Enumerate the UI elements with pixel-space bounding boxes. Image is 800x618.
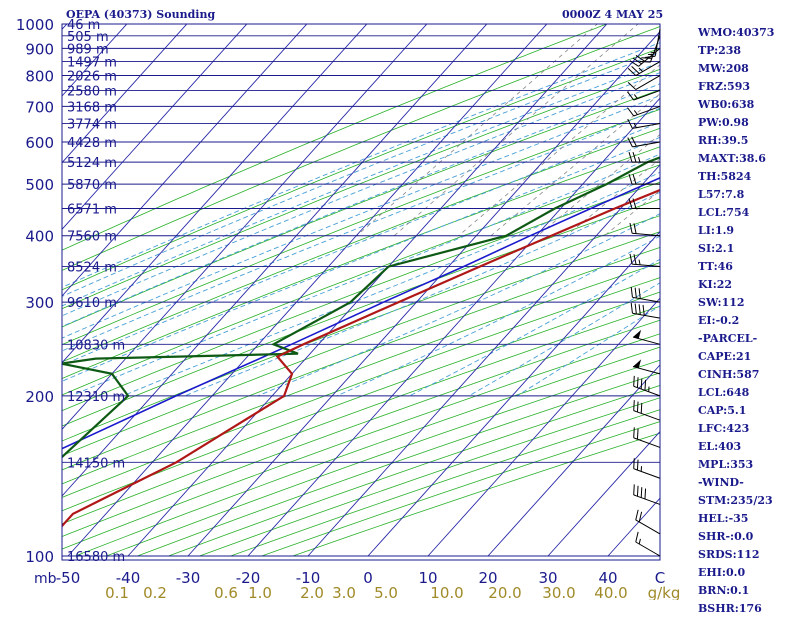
- pressure-tick-label: 600: [25, 134, 54, 152]
- mixing-ratio-tick-label: 0.6: [214, 584, 238, 600]
- index-item: PW:0.98: [698, 114, 798, 132]
- mixing-ratio-tick-label: 10.0: [430, 584, 463, 600]
- pressure-tick-label: 100: [25, 548, 54, 566]
- pressure-tick-label: 300: [25, 294, 54, 312]
- pressure-tick-label: 900: [25, 40, 54, 58]
- isotherm: [0, 13, 17, 556]
- mixing-ratio-tick-label: 0.1: [105, 584, 129, 600]
- height-label: 8524 m: [67, 261, 117, 276]
- temperature-tick-label: 0: [363, 569, 373, 587]
- height-label: 4428 m: [67, 136, 117, 151]
- temperature-tick-label: -30: [176, 569, 201, 587]
- station-title: OEPA (40373) Sounding: [66, 8, 215, 21]
- mixing-ratio-tick-label: 3.0: [332, 584, 356, 600]
- barb-flag: [634, 458, 635, 468]
- pressure-unit-label: mb: [34, 571, 57, 587]
- index-item: SW:112: [698, 294, 798, 312]
- height-label: 14150 m: [67, 456, 125, 471]
- barb-flag: [645, 380, 646, 390]
- index-item: MPL:353: [698, 456, 798, 474]
- barb-flag: [634, 484, 635, 494]
- index-item: SI:2.1: [698, 240, 798, 258]
- pressure-tick-label: 200: [25, 388, 54, 406]
- index-item: MAXT:38.6: [698, 150, 798, 168]
- height-label: 12310 m: [67, 390, 125, 405]
- index-item: HEL:-35: [698, 510, 798, 528]
- index-item: RH:39.5: [698, 132, 798, 150]
- height-label: 2026 m: [67, 70, 117, 85]
- height-label: 3774 m: [67, 118, 117, 133]
- mixing-ratio-tick-label: 2.0: [300, 584, 324, 600]
- height-label: 1497 m: [67, 56, 117, 71]
- index-item: BSHR:176: [698, 600, 798, 618]
- index-item: CINH:587: [698, 366, 798, 384]
- barb-flag: [641, 58, 651, 59]
- valid-time: 0000Z 4 MAY 25: [562, 8, 663, 21]
- index-item: CAP:5.1: [698, 402, 798, 420]
- pressure-tick-label: 500: [25, 176, 54, 194]
- index-item: L57:7.8: [698, 186, 798, 204]
- index-item: -PARCEL-: [698, 330, 798, 348]
- index-item: LI:1.9: [698, 222, 798, 240]
- height-label: 7560 m: [67, 230, 117, 245]
- barb-flag: [637, 460, 638, 470]
- barb-flag: [645, 489, 646, 499]
- barb-half-flag: [651, 52, 656, 53]
- barb-flag: [641, 403, 642, 413]
- index-item: TP:238: [698, 42, 798, 60]
- pressure-axis-labels: 100 200 300 400 500 600 700 800 900 1000: [16, 16, 54, 566]
- index-item: BRN:0.1: [698, 582, 798, 600]
- index-item: LCL:648: [698, 384, 798, 402]
- pressure-tick-label: 400: [25, 228, 54, 246]
- index-item: TH:5824: [698, 168, 798, 186]
- index-item: -WIND-: [698, 474, 798, 492]
- height-label: 9610 m: [67, 296, 117, 311]
- pressure-tick-label: 800: [25, 68, 54, 86]
- index-item: WB0:638: [698, 96, 798, 114]
- height-label: 5124 m: [67, 156, 117, 171]
- barb-flag: [637, 429, 638, 439]
- mixing-ratio-tick-label: 20.0: [488, 584, 521, 600]
- mixing-ratio-tick-label: 40.0: [594, 584, 627, 600]
- mixing-ratio-tick-label: 1.0: [248, 584, 272, 600]
- barb-flag: [641, 379, 642, 389]
- barb-flag: [640, 62, 650, 63]
- barb-flag: [637, 402, 638, 412]
- barb-flag: [637, 377, 638, 387]
- index-item: LFC:423: [698, 420, 798, 438]
- mixing-ratio-unit-label: g/kg: [648, 584, 681, 600]
- barb-flag: [634, 376, 635, 386]
- index-item: FRZ:593: [698, 78, 798, 96]
- height-label: 5870 m: [67, 178, 117, 193]
- height-label: 6571 m: [67, 202, 117, 217]
- index-item: SHR-:0.0: [698, 528, 798, 546]
- temperature-tick-label: -50: [56, 569, 81, 587]
- barb-flag: [634, 427, 635, 437]
- barb-flag: [641, 487, 642, 497]
- index-item: EI:-0.2: [698, 312, 798, 330]
- mixing-ratio-tick-label: 0.2: [143, 584, 167, 600]
- pressure-tick-label: 1000: [16, 16, 54, 34]
- mixing-ratio-tick-label: 30.0: [542, 584, 575, 600]
- barb-flag: [634, 400, 635, 410]
- barb-flag: [637, 486, 638, 496]
- pressure-tick-label: 700: [25, 98, 54, 116]
- height-label: 10830 m: [67, 338, 125, 353]
- index-item: KI:22: [698, 276, 798, 294]
- index-item: CAPE:21: [698, 348, 798, 366]
- height-label: 3168 m: [67, 100, 117, 115]
- index-item: SRDS:112: [698, 546, 798, 564]
- index-item: EL:403: [698, 438, 798, 456]
- skew-t-chart: 100 200 300 400 500 600 700 800 900 1000 16580 m 1…: [0, 0, 800, 600]
- index-item: WMO:40373: [698, 24, 798, 42]
- mixing-ratio-tick-label: 5.0: [374, 584, 398, 600]
- index-item: STM:235/23: [698, 492, 798, 510]
- index-item: EHI:0.0: [698, 564, 798, 582]
- index-item: TT:46: [698, 258, 798, 276]
- index-item: LCL:754: [698, 204, 798, 222]
- height-label: 2580 m: [67, 84, 117, 99]
- index-item: MW:208: [698, 60, 798, 78]
- height-label: 16580 m: [67, 550, 125, 565]
